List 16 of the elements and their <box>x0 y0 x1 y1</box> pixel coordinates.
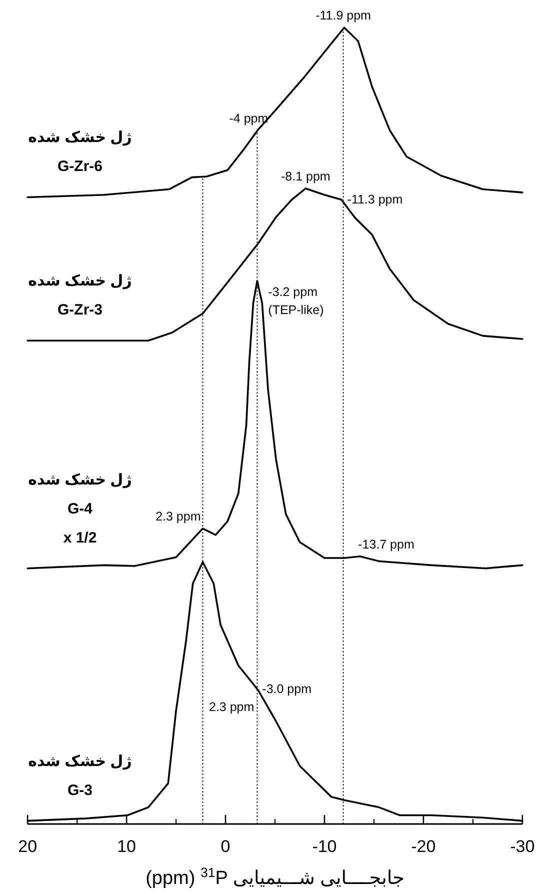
annotation: (TEP-like) <box>268 302 324 317</box>
annotation: 2.3 ppm <box>156 510 201 524</box>
annotation: -11.3 ppm <box>347 192 403 207</box>
annotation: -3.2 ppm <box>268 284 318 299</box>
annotation: -4 ppm <box>229 112 268 126</box>
annotation: -11.9 ppm <box>316 8 371 23</box>
annotation: 2.3 ppm <box>209 700 254 714</box>
annotation: -8.1 ppm <box>281 169 330 184</box>
x-tick-label: 10 <box>117 837 136 856</box>
x-tick-label: -30 <box>510 837 535 856</box>
x-tick-label: -10 <box>312 837 337 856</box>
annotation: -13.7 ppm <box>358 537 414 552</box>
annotation: -3.0 ppm <box>262 682 312 696</box>
x-tick-label: 0 <box>220 837 230 856</box>
x-tick-label: -20 <box>411 837 436 856</box>
x-tick-label: 20 <box>18 837 38 856</box>
